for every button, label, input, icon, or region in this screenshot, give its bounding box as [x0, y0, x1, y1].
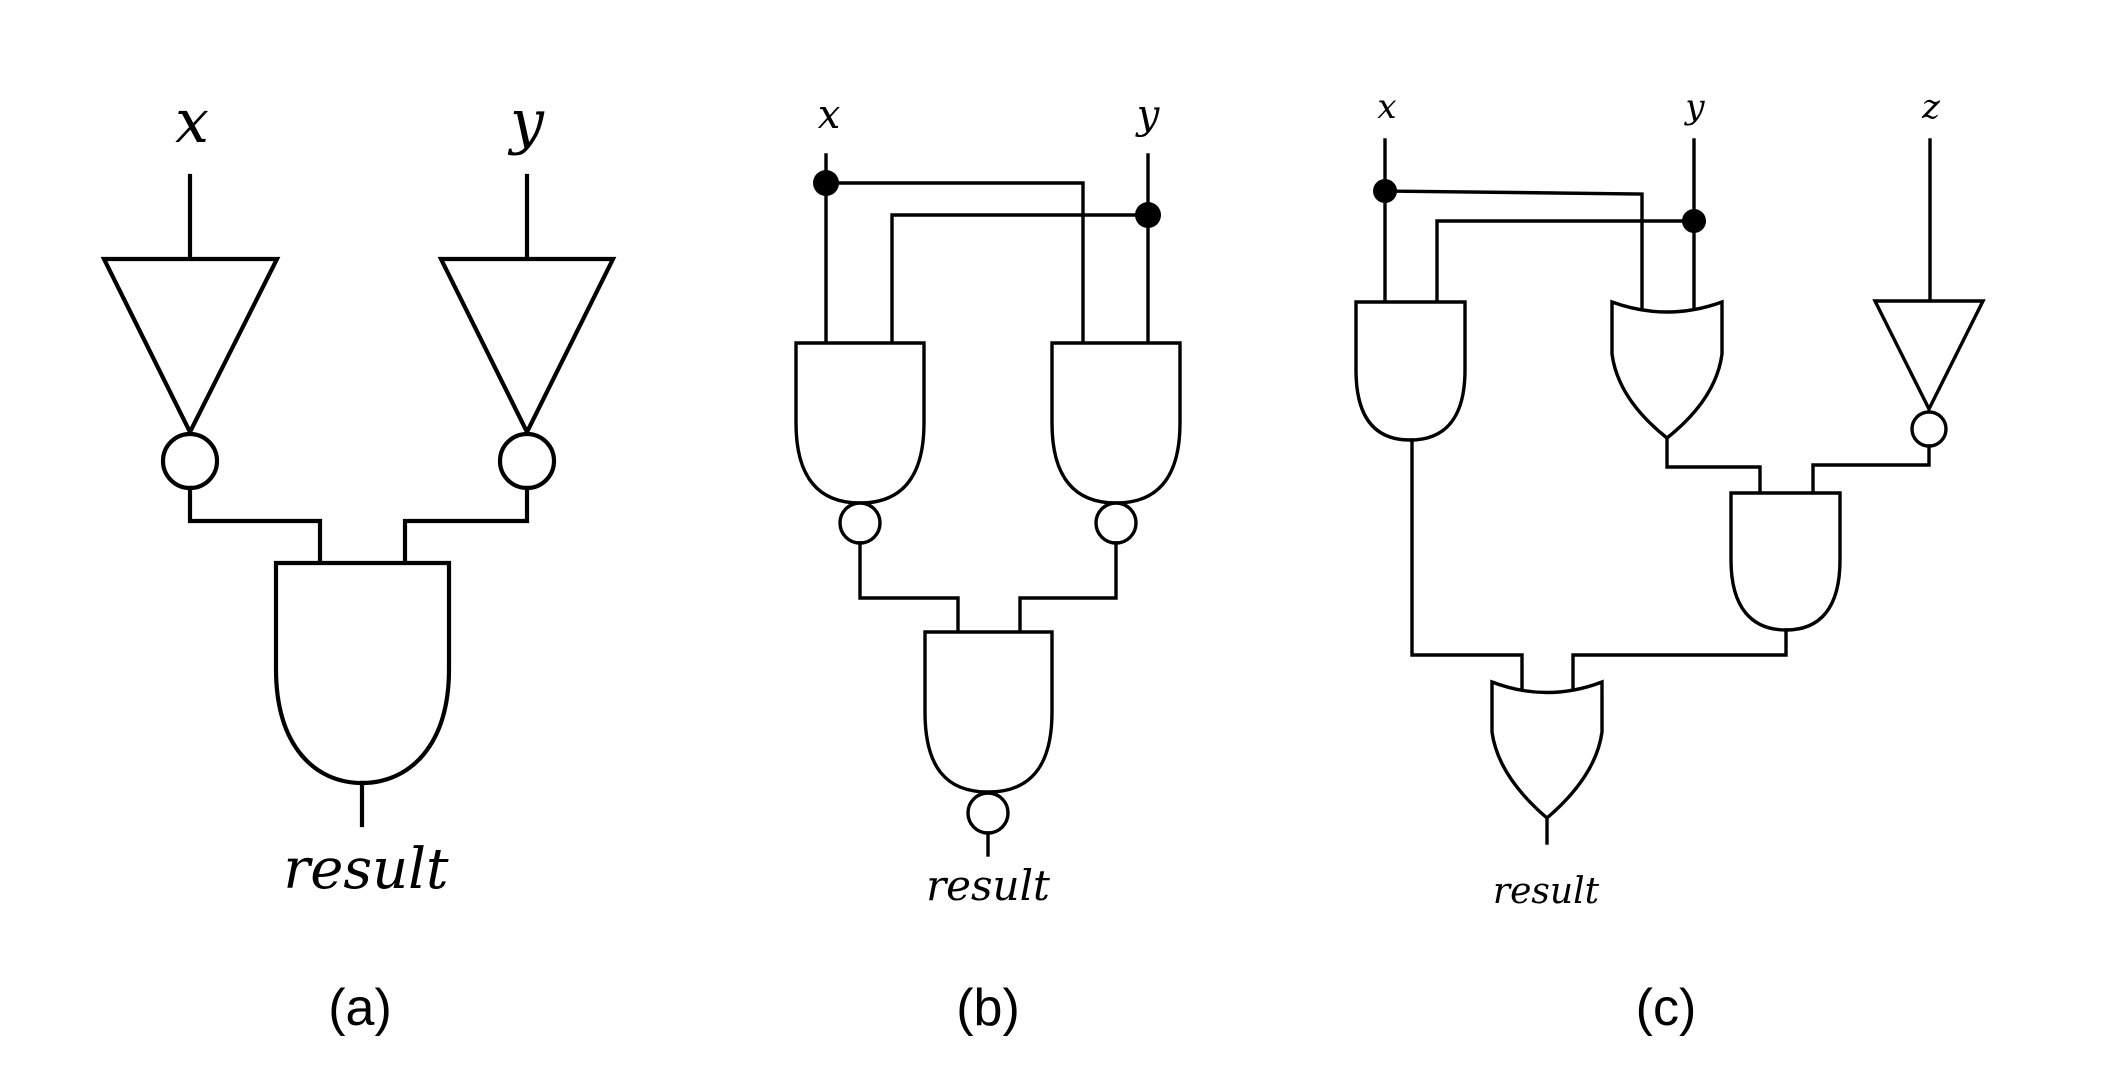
panel-a-input-x-label: x — [175, 87, 209, 157]
panel-b-wire-right-to-bottom — [1018, 541, 1118, 634]
panel-c-inversion-bubble-z — [1910, 410, 1948, 448]
panel-a-not-gate-y — [437, 256, 617, 437]
panel-c-or-gate-xy — [1610, 299, 1724, 441]
panel-a-and-gate — [273, 560, 452, 786]
panel-b-inversion-bubble-output — [966, 791, 1010, 835]
panel-c-wire-or-to-and — [1665, 436, 1762, 495]
panel-c-wire-notz-to-and — [1811, 444, 1931, 495]
panel-a-not-gate-x — [100, 256, 281, 437]
panel-c-not-gate-z — [1872, 299, 1986, 413]
panel-a-caption: (a) — [328, 979, 392, 1037]
panel-b-input-y-label: y — [1135, 92, 1161, 138]
panel-a-wire-noty-to-and — [402, 485, 530, 566]
panel-b-inversion-bubble-left — [838, 501, 882, 545]
panel-c-or-gate-output — [1490, 679, 1604, 821]
panel-b-inversion-bubble-right — [1094, 501, 1138, 545]
panel-c-input-x-label: x — [1377, 87, 1396, 127]
panel-c: x y z result (c) — [1354, 87, 1986, 1037]
panel-b-input-x-label: x — [818, 92, 841, 138]
panel-b-nand-gate-output — [923, 630, 1054, 794]
panel-c-and-gate-xy — [1354, 300, 1467, 442]
panel-b-nand-gate-left — [794, 341, 926, 505]
panel-c-input-y-label: y — [1683, 87, 1705, 127]
panel-c-junction-x — [1373, 179, 1397, 203]
panel-b-junction-x — [813, 170, 839, 196]
panel-a-wire-notx-to-and — [187, 485, 323, 566]
panel-c-caption: (c) — [1636, 979, 1697, 1037]
panel-b-wire-left-to-bottom — [858, 541, 960, 634]
panel-b: x y result (b) — [794, 92, 1182, 1037]
panel-c-wire-and-to-or — [1410, 438, 1524, 692]
panel-c-wire-y-to-and — [1435, 219, 1696, 304]
panel-b-nand-gate-right — [1050, 341, 1182, 505]
panel-c-wire-x-to-or — [1383, 189, 1644, 309]
panel-c-junction-y — [1682, 209, 1706, 233]
panel-a: x y result (a) — [100, 87, 617, 1037]
panel-b-wire-x-to-right-nand — [824, 181, 1085, 345]
panel-c-output-label: result — [1493, 871, 1600, 912]
panel-c-and-gate-middle — [1729, 491, 1842, 632]
panel-b-output-label: result — [926, 861, 1050, 910]
panel-b-wire-y-to-left-nand — [890, 213, 1150, 345]
panel-a-input-y-label: y — [507, 87, 545, 157]
panel-a-inversion-bubble-y — [497, 431, 557, 491]
panel-b-caption: (b) — [956, 979, 1020, 1037]
panel-a-inversion-bubble-x — [160, 431, 220, 491]
panel-a-output-label: result — [283, 837, 449, 902]
panel-c-wire-middle-and-to-or — [1571, 628, 1788, 692]
panel-c-input-z-label: z — [1921, 87, 1941, 127]
panel-b-junction-y — [1135, 202, 1161, 228]
